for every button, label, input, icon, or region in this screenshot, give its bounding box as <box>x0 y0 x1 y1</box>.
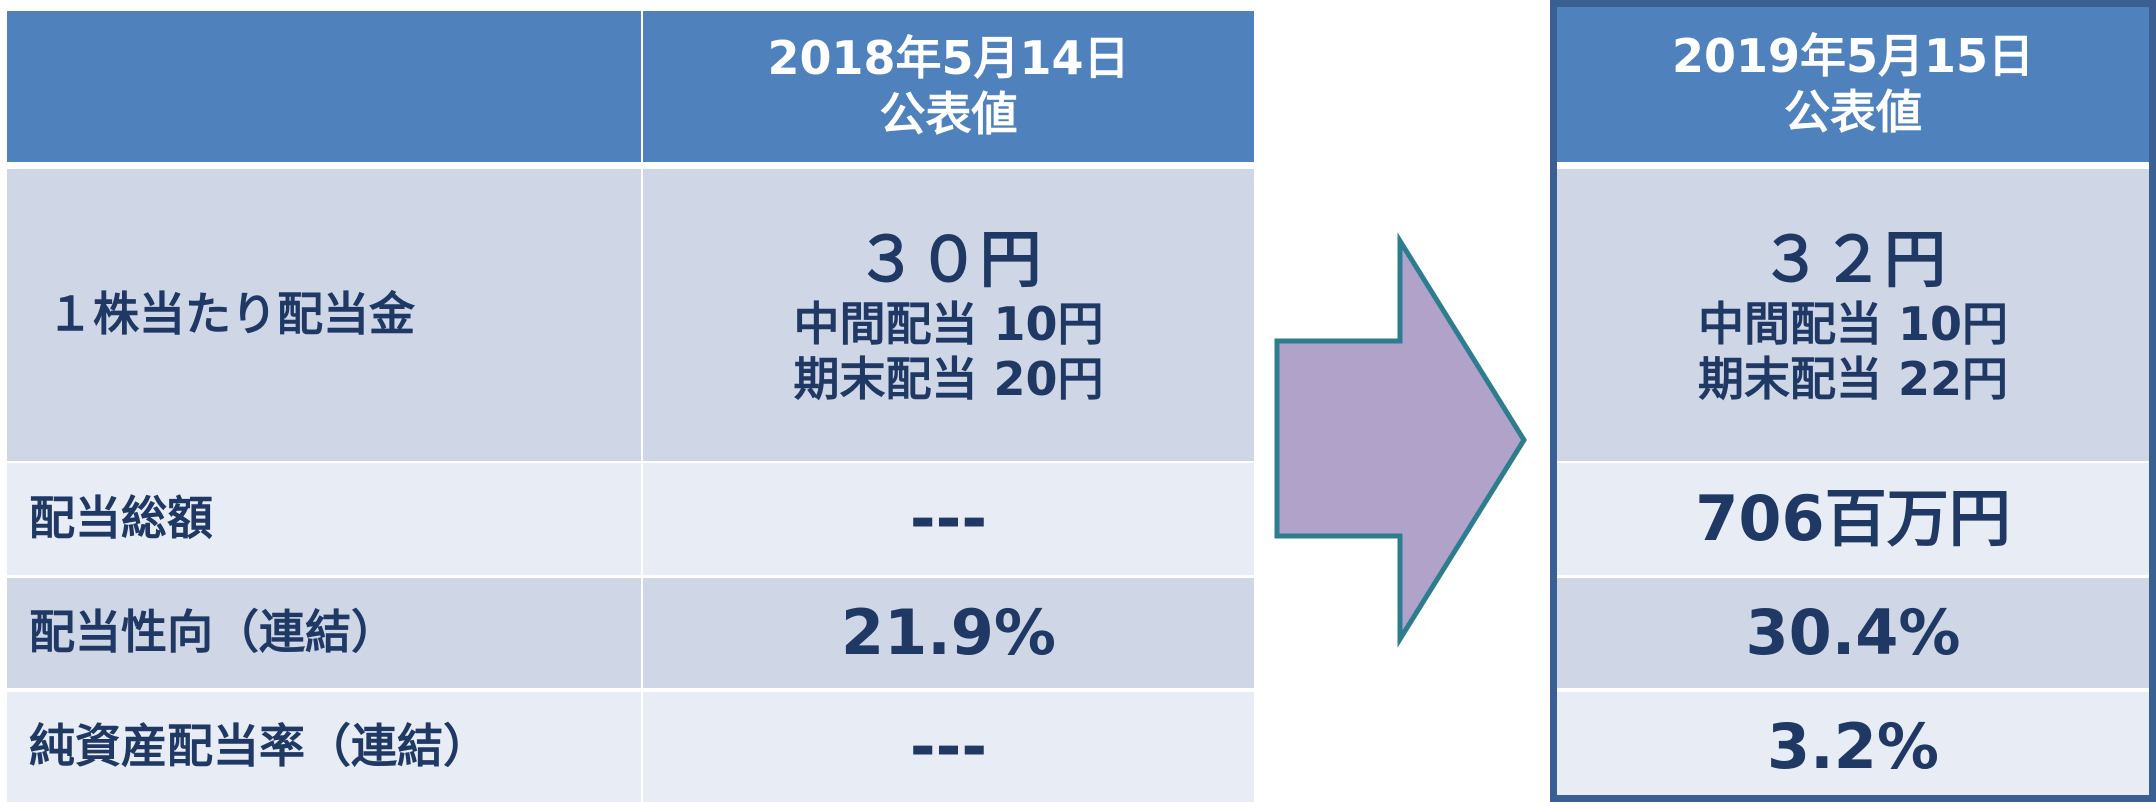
value-cell-before: ３０円 中間配当 10円 期末配当 20円 <box>643 169 1254 461</box>
value: --- <box>909 481 988 555</box>
label: 純資産配当率（連結） <box>29 719 489 774</box>
row-label: １株当たり配当金 <box>7 169 641 461</box>
header-empty <box>7 11 641 162</box>
value-cell-before: --- <box>643 463 1254 575</box>
header-date: 2019年5月15日 <box>1671 29 2035 84</box>
header-label: 公表値 <box>1784 84 1922 139</box>
value-cell-after: 3.2% <box>1557 692 2149 802</box>
label: 配当総額 <box>29 491 213 546</box>
value: ３２円 <box>1759 222 1946 296</box>
value: 3.2% <box>1767 709 1939 783</box>
label: １株当たり配当金 <box>47 287 415 342</box>
value: 中間配当 10円 <box>1697 297 2009 351</box>
row-label: 純資産配当率（連結） <box>7 692 641 802</box>
value: ３０円 <box>855 222 1042 296</box>
value: 706百万円 <box>1695 481 2011 555</box>
value: 30.4% <box>1745 595 1961 669</box>
arrow <box>1274 232 1527 648</box>
highlight-frame <box>1550 0 2156 802</box>
value: 21.9% <box>840 595 1057 669</box>
header-before: 2018年5月14日 公表値 <box>643 11 1254 162</box>
value-cell-after: ３２円 中間配当 10円 期末配当 22円 <box>1557 169 2149 461</box>
value: --- <box>909 709 988 783</box>
value-cell-before: 21.9% <box>643 578 1254 688</box>
value: 期末配当 22円 <box>1697 352 2009 407</box>
header-after: 2019年5月15日 公表値 <box>1557 7 2149 162</box>
header-label: 公表値 <box>879 86 1018 141</box>
value-cell-before: --- <box>643 692 1254 802</box>
value: 期末配当 20円 <box>793 352 1104 407</box>
row-label: 配当性向（連結） <box>7 578 641 688</box>
header-date: 2018年5月14日 <box>767 31 1130 86</box>
value: 中間配当 10円 <box>793 297 1104 351</box>
value-cell-after: 30.4% <box>1557 578 2149 688</box>
row-label: 配当総額 <box>7 463 641 575</box>
label: 配当性向（連結） <box>29 605 397 660</box>
value-cell-after: 706百万円 <box>1557 463 2149 575</box>
